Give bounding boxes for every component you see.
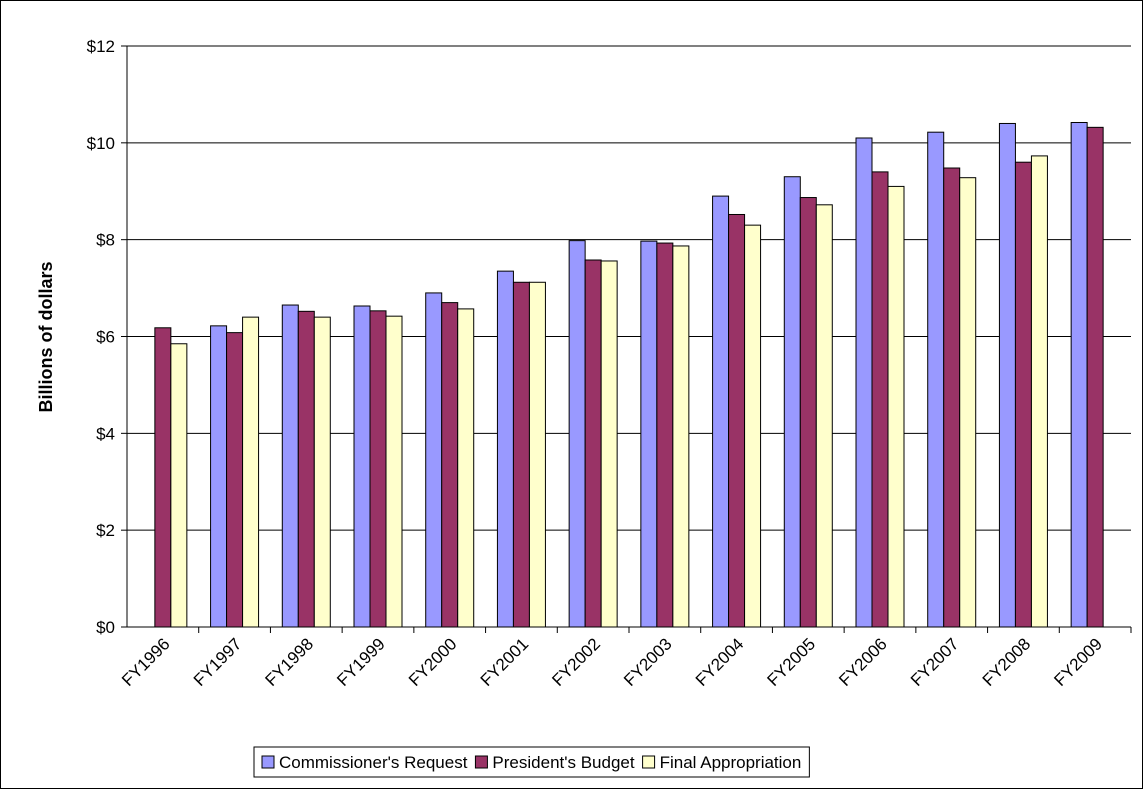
bar <box>281 304 299 628</box>
bar <box>640 240 658 628</box>
bar <box>425 292 443 628</box>
bar <box>1030 155 1048 628</box>
bar <box>369 310 387 628</box>
y-tick-label: $12 <box>87 37 115 56</box>
bar <box>528 281 546 628</box>
bar <box>815 204 833 628</box>
bar <box>887 185 905 628</box>
bar <box>496 270 514 628</box>
bar <box>457 308 475 628</box>
bar <box>170 343 188 628</box>
legend-label: Final Appropriation <box>660 753 802 772</box>
bar <box>998 122 1016 628</box>
bar <box>959 177 977 628</box>
y-tick-label: $4 <box>96 424 115 443</box>
bar <box>313 316 331 628</box>
bar <box>871 171 889 628</box>
bar <box>297 310 315 628</box>
y-tick-label: $8 <box>96 231 115 250</box>
bar <box>1014 161 1032 628</box>
legend-swatch <box>642 755 656 769</box>
bar <box>353 305 371 628</box>
bar <box>744 224 762 628</box>
bar <box>1070 121 1088 628</box>
y-tick-label: $10 <box>87 134 115 153</box>
bar <box>568 240 586 628</box>
bar <box>712 195 730 628</box>
bar <box>385 315 403 628</box>
bar <box>441 302 459 628</box>
bar <box>855 137 873 628</box>
bar <box>656 242 674 628</box>
bar <box>600 260 618 628</box>
bar <box>584 259 602 628</box>
bar <box>799 197 817 628</box>
legend-label: President's Budget <box>492 753 634 772</box>
bar <box>210 325 228 628</box>
bar <box>927 131 945 628</box>
bar <box>226 332 244 628</box>
y-axis-label: Billions of dollars <box>36 261 56 412</box>
bar <box>242 316 260 628</box>
bar <box>1086 126 1104 628</box>
legend-swatch <box>474 755 488 769</box>
y-tick-label: $2 <box>96 521 115 540</box>
bar <box>728 213 746 628</box>
bar <box>672 245 690 628</box>
legend-label: Commissioner's Request <box>279 753 468 772</box>
bar <box>783 176 801 628</box>
bar <box>512 281 530 628</box>
legend-box <box>253 746 810 778</box>
y-tick-label: $6 <box>96 328 115 347</box>
y-tick-label: $0 <box>96 618 115 637</box>
bar <box>943 167 961 628</box>
bar <box>154 327 172 628</box>
legend-swatch <box>261 755 275 769</box>
